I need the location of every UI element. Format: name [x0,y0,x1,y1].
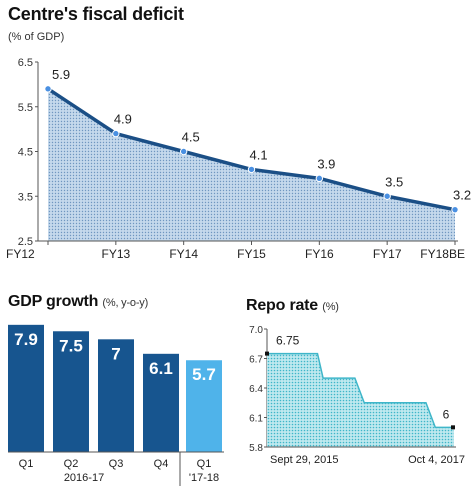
repo-chart-title: Repo rate (%) [246,297,339,315]
repo-y-tick-label: 7.0 [249,325,263,336]
fiscal-chart-title: Centre's fiscal deficit [8,4,184,24]
fiscal-point [451,205,459,214]
gdp-chart-title: GDP growth (%, y-o-y) [8,293,148,311]
repo-x-label-start: Sept 29, 2015 [270,454,339,466]
fiscal-data-label: 5.9 [52,67,70,82]
fiscal-y-tick-label: 5.5 [18,102,33,114]
gdp-data-label: 5.7 [192,365,216,384]
gdp-data-label: 7.9 [14,330,38,349]
repo-start-label: 6.75 [276,334,300,348]
fiscal-x-tick-label: FY16 [305,247,334,261]
fiscal-point [247,165,256,174]
fiscal-point [112,129,120,138]
gdp-bar [98,339,134,452]
fiscal-area [48,88,455,241]
gdp-chart-subtitle: (%, y-o-y) [102,297,149,309]
fiscal-data-label: 3.2 [453,188,471,203]
fiscal-data-label: 3.9 [317,156,335,171]
fiscal-x-tick-label: FY15 [237,247,266,261]
fiscal-chart-subtitle: (% of GDP) [8,31,65,43]
gdp-bar [53,331,89,452]
repo-area [267,353,454,447]
repo-end-marker [451,425,455,430]
gdp-x-tick-label: Q1 [19,458,34,470]
fiscal-data-label: 3.5 [385,174,403,189]
fiscal-point [383,192,391,200]
fiscal-data-label: 4.9 [114,112,132,127]
fiscal-deficit-chart: 6.5 5.5 4.5 3.5 2.5 5.9 FY12 4.9 FY13 4.5 FY14 4.1 F… [6,57,471,261]
fiscal-x-tick-label: FY18BE [420,247,465,261]
gdp-x-tick-label: Q3 [109,458,124,470]
repo-end-label: 6 [443,407,450,421]
gdp-x-tick-label: Q2 [64,458,79,470]
gdp-data-label: 7.5 [59,336,83,355]
gdp-data-label: 6.1 [149,359,173,378]
fiscal-y-tick-label: 3.5 [18,191,33,203]
repo-x-label-end: Oct 4, 2017 [408,454,465,466]
repo-y-tick-label: 6.7 [249,355,263,366]
fiscal-data-label: 4.1 [250,147,268,162]
gdp-x-tick-label: Q1 [197,458,212,470]
fiscal-point [179,147,188,156]
repo-chart-title-text: Repo rate [246,297,318,314]
fiscal-x-tick-label: FY12 [6,247,35,261]
fiscal-x-tick-label: FY13 [101,247,130,261]
fiscal-point [44,85,52,93]
fiscal-y-tick-label: 2.5 [18,236,33,248]
gdp-x-tick-label: Q4 [154,458,169,470]
repo-y-tick-label: 6.1 [249,414,263,425]
fiscal-x-tick-label: FY14 [169,247,198,261]
gdp-chart-title-text: GDP growth [8,293,99,310]
fiscal-y-tick-label: 4.5 [18,147,33,159]
repo-y-tick-label: 6.4 [249,384,263,395]
gdp-bar [186,360,222,452]
repo-chart-subtitle: (%) [322,301,339,313]
fiscal-data-label: 4.5 [182,130,200,145]
fiscal-point [315,174,324,183]
repo-line [267,352,454,429]
gdp-group-label: 2016-17 [64,472,104,484]
gdp-group-label: '17-18 [189,472,219,484]
repo-y-tick-label: 5.8 [249,443,263,454]
repo-start-marker [265,351,269,356]
gdp-bar [8,324,44,452]
gdp-bar [143,353,179,452]
gdp-data-label: 7 [111,344,120,363]
fiscal-x-tick-label: FY17 [373,247,402,261]
fiscal-y-tick-label: 6.5 [18,57,33,69]
